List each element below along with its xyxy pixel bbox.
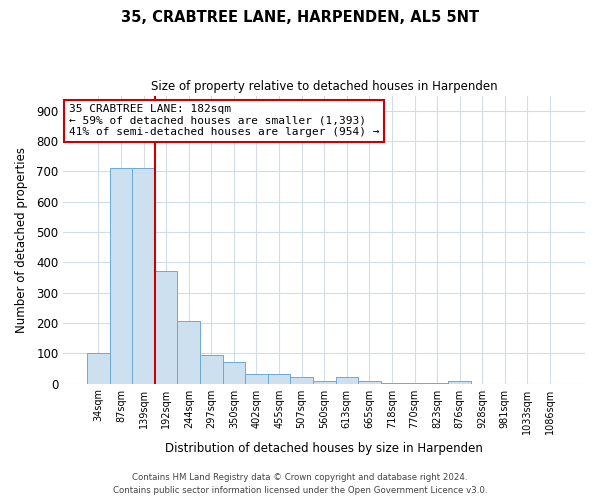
Bar [178, 322, 200, 384]
Y-axis label: Number of detached properties: Number of detached properties [15, 146, 28, 332]
X-axis label: Distribution of detached houses by size in Harpenden: Distribution of detached houses by size … [165, 442, 483, 455]
Text: Contains HM Land Registry data © Crown copyright and database right 2024.
Contai: Contains HM Land Registry data © Crown c… [113, 474, 487, 495]
Bar [380, 382, 403, 384]
Bar [133, 168, 155, 384]
Bar [268, 374, 290, 384]
Bar [335, 376, 358, 384]
Text: 35, CRABTREE LANE, HARPENDEN, AL5 5NT: 35, CRABTREE LANE, HARPENDEN, AL5 5NT [121, 10, 479, 25]
Bar [223, 362, 245, 384]
Bar [87, 353, 110, 384]
Text: 35 CRABTREE LANE: 182sqm
← 59% of detached houses are smaller (1,393)
41% of sem: 35 CRABTREE LANE: 182sqm ← 59% of detach… [68, 104, 379, 138]
Bar [403, 382, 426, 384]
Bar [155, 272, 178, 384]
Bar [290, 378, 313, 384]
Bar [448, 380, 471, 384]
Bar [313, 380, 335, 384]
Bar [110, 168, 133, 384]
Title: Size of property relative to detached houses in Harpenden: Size of property relative to detached ho… [151, 80, 497, 93]
Bar [426, 382, 448, 384]
Bar [200, 355, 223, 384]
Bar [358, 382, 380, 384]
Bar [245, 374, 268, 384]
